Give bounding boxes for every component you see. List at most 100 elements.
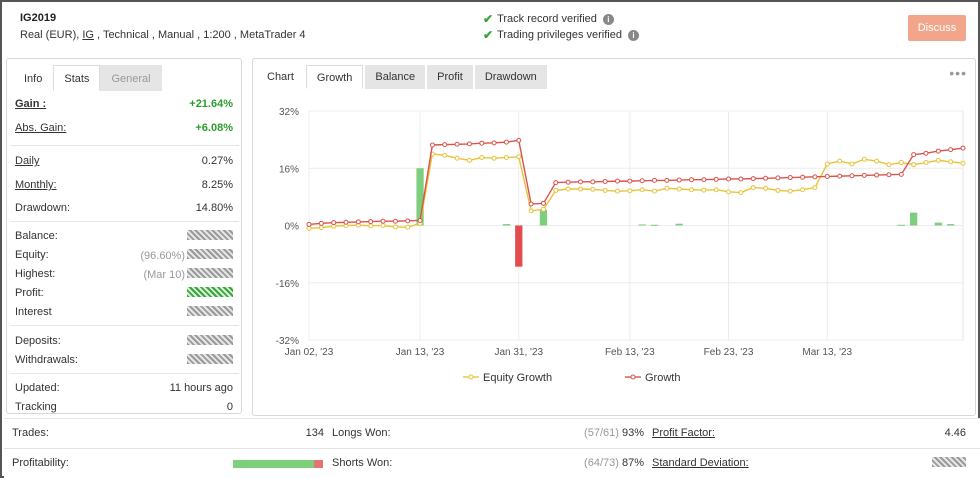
growth-point xyxy=(960,145,966,151)
equity-growth-point xyxy=(614,188,620,194)
growth-line xyxy=(308,139,964,226)
shorts-won-label: Shorts Won: xyxy=(332,457,393,469)
equity-growth-point xyxy=(306,225,312,231)
y-tick-label: -16% xyxy=(276,279,299,290)
growth-point xyxy=(750,176,756,182)
trading-privileges-verified: ✔ Trading privileges verified i xyxy=(483,28,639,42)
interest-label: Interest xyxy=(15,306,52,318)
profit-bar xyxy=(675,223,683,226)
hidden-value xyxy=(187,354,233,364)
profit-bar xyxy=(638,224,646,226)
equity-row: Equity: (96.60%) xyxy=(15,249,233,262)
equity-growth-point xyxy=(454,155,460,161)
equity-growth-point xyxy=(577,186,583,192)
profit-factor-label[interactable]: Profit Factor: xyxy=(652,427,715,439)
equity-growth-point xyxy=(479,155,485,161)
growth-point xyxy=(614,178,620,184)
equity-growth-point xyxy=(726,189,732,195)
tab-growth[interactable]: Growth xyxy=(305,65,364,89)
tracking-value: 0 xyxy=(226,401,233,413)
growth-point xyxy=(874,172,880,178)
profit-bar xyxy=(539,209,548,226)
growth-point xyxy=(392,218,398,224)
monthly-label[interactable]: Monthly: xyxy=(15,179,57,191)
growth-point xyxy=(466,141,472,147)
growth-point xyxy=(553,180,559,186)
hidden-value xyxy=(187,268,233,278)
tab-general[interactable]: General xyxy=(100,65,162,91)
equity-growth-point xyxy=(442,152,448,158)
growth-point xyxy=(318,220,324,226)
equity-growth-point xyxy=(701,187,707,193)
legend-label: Equity Growth xyxy=(483,372,552,384)
y-tick-label: -32% xyxy=(276,336,299,347)
info-icon[interactable]: i xyxy=(602,13,614,25)
equity-growth-point xyxy=(874,158,880,164)
growth-point xyxy=(368,219,374,225)
equity-growth-point xyxy=(911,162,917,168)
tab-drawdown[interactable]: Drawdown xyxy=(474,65,547,89)
track-record-verified: ✔ Track record verified i xyxy=(483,12,614,26)
abs-gain-value: +6.08% xyxy=(195,122,233,134)
equity-growth-point xyxy=(503,155,509,161)
y-tick-label: 16% xyxy=(279,164,299,175)
summary-strip: Trades: 134 Longs Won: (57/61) 93% Profi… xyxy=(4,418,980,478)
equity-growth-point xyxy=(565,186,571,192)
tracking-label: Tracking xyxy=(15,401,57,413)
equity-growth-point xyxy=(368,223,374,229)
stats-panel: Info Stats General Gain : +21.64% Abs. G… xyxy=(6,58,242,414)
tab-profit[interactable]: Profit xyxy=(427,65,473,89)
abs-gain-label[interactable]: Abs. Gain: xyxy=(15,122,67,134)
divider xyxy=(11,325,239,326)
equity-growth-point xyxy=(898,160,904,166)
growth-point xyxy=(923,150,929,156)
equity-label: Equity: xyxy=(15,249,49,261)
drawdown-label: Drawdown: xyxy=(15,202,71,214)
discuss-button[interactable]: Discuss xyxy=(908,15,966,41)
ellipsis-icon[interactable]: ••• xyxy=(949,65,967,81)
profit-bar xyxy=(934,222,942,226)
equity-growth-point xyxy=(528,208,534,214)
info-icon[interactable]: i xyxy=(628,29,639,41)
equity-growth-point xyxy=(380,223,386,228)
tab-chart[interactable]: Chart xyxy=(267,71,294,83)
chart-tabs: Chart Growth Balance Profit Drawdown xyxy=(257,65,549,89)
profit-label: Profit: xyxy=(15,287,44,299)
equity-growth-point xyxy=(676,186,682,192)
shorts-won-ratio: (64/73) xyxy=(584,457,619,469)
trades-value: 134 xyxy=(305,427,324,439)
growth-point xyxy=(343,219,349,225)
hidden-value xyxy=(187,306,233,316)
hidden-value xyxy=(187,335,233,345)
growth-point xyxy=(763,175,769,181)
gain-label[interactable]: Gain : xyxy=(15,98,47,110)
growth-point xyxy=(405,218,411,224)
monthly-row: Monthly: 8.25% xyxy=(15,179,233,191)
growth-point xyxy=(331,220,337,226)
growth-point xyxy=(442,142,448,148)
chart-panel: Chart Growth Balance Profit Drawdown •••… xyxy=(252,58,976,416)
equity-growth-point xyxy=(960,160,966,166)
account-subtitle: Real (EUR), IG , Technical , Manual , 1:… xyxy=(20,29,306,41)
withdrawals-row: Withdrawals: xyxy=(15,354,233,366)
growth-point xyxy=(738,176,744,182)
equity-growth-line xyxy=(308,153,964,230)
tab-balance[interactable]: Balance xyxy=(365,65,426,89)
tab-info[interactable]: Info xyxy=(24,73,43,85)
trading-privileges-label: Trading privileges verified xyxy=(497,29,622,41)
std-dev-label[interactable]: Standard Deviation: xyxy=(652,457,749,469)
highest-row: Highest: (Mar 10) xyxy=(15,268,233,281)
growth-point xyxy=(861,172,867,178)
daily-row: Daily 0.27% xyxy=(15,155,233,167)
equity-growth-point xyxy=(750,185,756,191)
broker-link[interactable]: IG xyxy=(82,29,94,41)
daily-label[interactable]: Daily xyxy=(15,155,40,167)
growth-point xyxy=(812,174,818,180)
growth-point xyxy=(454,141,460,147)
x-tick-label: Jan 31, '23 xyxy=(494,347,543,358)
tab-stats[interactable]: Stats xyxy=(53,65,101,91)
drawdown-value: 14.80% xyxy=(195,202,233,214)
equity-growth-point xyxy=(516,154,522,160)
growth-point xyxy=(701,177,707,183)
